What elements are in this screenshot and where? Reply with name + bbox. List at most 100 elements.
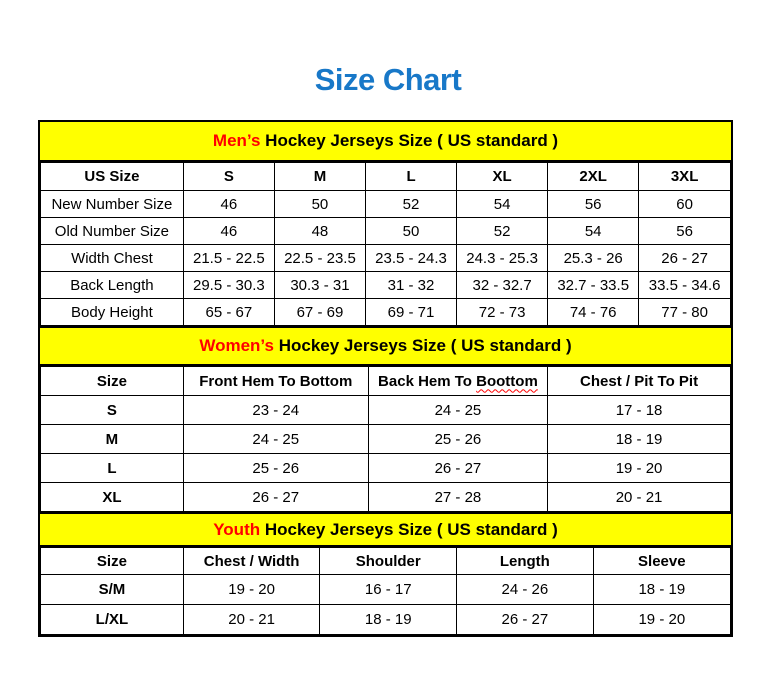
size-value-cell: 20 - 21 — [182, 604, 321, 635]
size-value-cell: 18 - 19 — [592, 574, 732, 605]
size-value-cell: 23.5 - 24.3 — [364, 244, 458, 272]
size-value-cell: 65 - 67 — [182, 298, 275, 326]
column-header-cell: Length — [456, 547, 594, 575]
table-row: Width Chest 21.5 - 22.5 22.5 - 23.5 23.5 - … — [40, 244, 731, 272]
column-header-cell: Sleeve — [592, 547, 732, 575]
column-header-cell: Back Hem To Boottom — [367, 366, 549, 396]
womens-section-accent: Women’s — [199, 336, 274, 355]
header-row: Size Front Hem To Bottom Back Hem To Boott… — [40, 366, 731, 396]
youth-section-title: Hockey Jerseys Size ( US standard ) — [260, 519, 558, 539]
size-value-cell: 24 - 26 — [456, 574, 594, 605]
row-label-cell: Width Chest — [40, 244, 184, 272]
table-row: XL 26 - 27 27 - 28 20 - 21 — [40, 482, 731, 512]
table-row: L/XL 20 - 21 18 - 19 26 - 27 19 - 20 — [40, 604, 732, 635]
size-value-cell: 26 - 27 — [182, 482, 369, 512]
row-label-cell: L — [40, 453, 184, 483]
row-label-cell: Back Length — [40, 271, 184, 299]
mens-section-accent: Men’s — [212, 131, 261, 150]
size-value-cell: 24.3 - 25.3 — [456, 244, 549, 272]
header-row: US Size S M L XL 2XL 3XL — [40, 162, 731, 191]
mens-size-table: US Size S M L XL 2XL 3XL New Number Size 46 50 52 5… — [40, 162, 731, 326]
size-value-cell: 74 - 76 — [547, 298, 640, 326]
size-value-cell: 52 — [364, 190, 458, 218]
size-value-cell: 56 — [547, 190, 640, 218]
size-value-cell: 33.5 - 34.6 — [638, 271, 731, 299]
table-row: Body Height 65 - 67 67 - 69 69 - 71 72 - 73 7… — [40, 298, 731, 326]
size-value-cell: 27 - 28 — [367, 482, 549, 512]
womens-body: S 23 - 24 24 - 25 17 - 18 M 24 - 25 25 - 26 18 … — [40, 395, 731, 512]
table-row: L 25 - 26 26 - 27 19 - 20 — [40, 453, 731, 483]
column-header-cell: Size — [40, 547, 184, 575]
youth-header-row-group: Size Chest / Width Shoulder Length Sleeve — [40, 547, 732, 575]
size-value-cell: 52 — [456, 217, 549, 245]
size-value-cell: 24 - 25 — [182, 424, 369, 454]
column-header-cell: Front Hem To Bottom — [182, 366, 369, 396]
youth-body: S/M 19 - 20 16 - 17 24 - 26 18 - 19 L/XL 20 - … — [40, 574, 732, 635]
size-value-cell: 50 — [364, 217, 458, 245]
size-value-cell: 54 — [547, 217, 640, 245]
table-row: M 24 - 25 25 - 26 18 - 19 — [40, 424, 731, 454]
size-value-cell: 26 - 27 — [638, 244, 731, 272]
size-value-cell: 46 — [182, 217, 275, 245]
size-value-cell: 22.5 - 23.5 — [273, 244, 366, 272]
row-label-cell: Body Height — [40, 298, 184, 326]
table-row: New Number Size 46 50 52 54 56 60 — [40, 190, 731, 218]
table-row: S/M 19 - 20 16 - 17 24 - 26 18 - 19 — [40, 574, 732, 605]
size-value-cell: 26 - 27 — [367, 453, 549, 483]
mens-section-title: Hockey Jerseys Size ( US standard ) — [260, 131, 559, 150]
column-header-cell: 2XL — [547, 162, 640, 191]
size-value-cell: 19 - 20 — [182, 574, 321, 605]
column-header-cell: US Size — [40, 162, 184, 191]
youth-section-accent: Youth — [213, 519, 261, 539]
size-value-cell: 32.7 - 33.5 — [547, 271, 640, 299]
size-value-cell: 56 — [638, 217, 731, 245]
table-row: S 23 - 24 24 - 25 17 - 18 — [40, 395, 731, 425]
size-value-cell: 46 — [182, 190, 275, 218]
size-value-cell: 16 - 17 — [319, 574, 458, 605]
column-header-cell: Chest / Pit To Pit — [547, 366, 731, 396]
table-row: Old Number Size 46 48 50 52 54 56 — [40, 217, 731, 245]
size-value-cell: 50 — [273, 190, 366, 218]
youth-size-section: Youth Hockey Jerseys Size ( US standard … — [40, 512, 732, 635]
size-value-cell: 72 - 73 — [456, 298, 549, 326]
column-header-cell: L — [364, 162, 458, 191]
size-value-cell: 19 - 20 — [592, 604, 732, 635]
column-header-cell: S — [182, 162, 275, 191]
size-value-cell: 54 — [456, 190, 549, 218]
row-label-cell: New Number Size — [40, 190, 184, 218]
row-label-cell: Old Number Size — [40, 217, 184, 245]
mens-size-section: Men’s Hockey Jerseys Size ( US standard … — [40, 122, 731, 326]
size-value-cell: 67 - 69 — [273, 298, 366, 326]
youth-size-table: Size Chest / Width Shoulder Length Sleeve S/M… — [40, 547, 732, 635]
mens-body: New Number Size 46 50 52 54 56 60 Old Number Si… — [40, 190, 731, 326]
row-label-cell: L/XL — [40, 604, 184, 635]
womens-section-title: Hockey Jerseys Size ( US standard ) — [273, 336, 572, 355]
womens-size-table: Size Front Hem To Bottom Back Hem To Boott… — [40, 366, 731, 512]
size-value-cell: 23 - 24 — [182, 395, 369, 425]
size-value-cell: 25 - 26 — [182, 453, 369, 483]
column-header-cell: Size — [40, 366, 184, 396]
womens-header-row-group: Size Front Hem To Bottom Back Hem To Boott… — [40, 366, 731, 396]
size-value-cell: 31 - 32 — [364, 271, 458, 299]
mens-section-header: Men’s Hockey Jerseys Size ( US standard … — [40, 122, 731, 162]
youth-section-header: Youth Hockey Jerseys Size ( US standard … — [40, 512, 731, 547]
table-row: Back Length 29.5 - 30.3 30.3 - 31 31 - 32 32… — [40, 271, 731, 299]
column-header-cell: Chest / Width — [182, 547, 321, 575]
size-value-cell: 18 - 19 — [547, 424, 731, 454]
womens-section-header: Women’s Hockey Jerseys Size ( US standar… — [40, 326, 731, 366]
size-value-cell: 18 - 19 — [319, 604, 458, 635]
size-value-cell: 21.5 - 22.5 — [182, 244, 275, 272]
size-value-cell: 25.3 - 26 — [547, 244, 640, 272]
size-value-cell: 48 — [273, 217, 366, 245]
row-label-cell: S/M — [40, 574, 184, 605]
size-value-cell: 25 - 26 — [367, 424, 549, 454]
size-value-cell: 17 - 18 — [547, 395, 731, 425]
size-value-cell: 32 - 32.7 — [456, 271, 549, 299]
size-value-cell: 77 - 80 — [638, 298, 731, 326]
page-title: Size Chart — [314, 62, 462, 97]
size-value-cell: 19 - 20 — [547, 453, 731, 483]
size-value-cell: 20 - 21 — [547, 482, 731, 512]
column-header-cell: M — [273, 162, 366, 191]
womens-size-section: Women’s Hockey Jerseys Size ( US standar… — [40, 326, 731, 512]
size-value-cell: 26 - 27 — [456, 604, 594, 635]
